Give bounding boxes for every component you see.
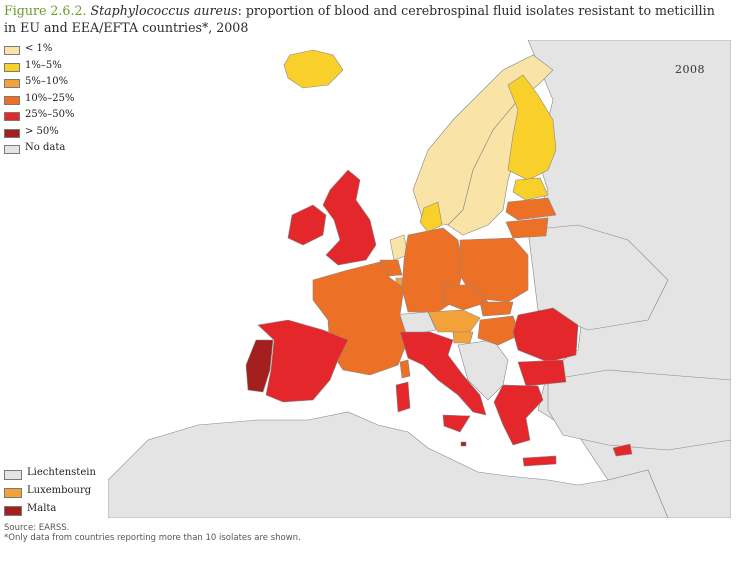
country-slovakia xyxy=(479,301,514,317)
country-portugal xyxy=(245,339,274,393)
country-lithuania xyxy=(505,217,549,239)
country-spain xyxy=(257,319,349,403)
country-slovenia xyxy=(452,331,474,344)
country-hungary xyxy=(477,315,521,346)
legend-label: 25%–50% xyxy=(25,109,75,120)
country-cyprus xyxy=(612,443,633,457)
country-austria xyxy=(427,309,481,333)
country-bulgaria xyxy=(517,359,567,387)
legend-label: Liechtenstein xyxy=(27,467,96,478)
europe-map xyxy=(108,40,731,518)
country-italy-sardinia xyxy=(395,381,411,413)
legend-swatch xyxy=(4,470,22,480)
footnote: Source: EARSS. *Only data from countries… xyxy=(4,523,301,543)
island-crete xyxy=(522,455,557,467)
figure-organism: Staphylococcus aureus xyxy=(90,3,238,18)
country-italy-sicily xyxy=(442,414,471,433)
figure-title-text: : proportion of blood and cerebrospinal … xyxy=(4,3,715,35)
legend-swatch xyxy=(4,145,20,154)
country-estonia xyxy=(512,177,549,201)
land-turkey xyxy=(547,369,731,451)
legend-swatch xyxy=(4,95,20,105)
country-malta xyxy=(460,441,467,447)
country-ireland xyxy=(287,204,327,246)
legend-swatch xyxy=(4,46,20,55)
country-poland xyxy=(459,237,529,303)
country-czech-republic xyxy=(442,284,489,311)
year-label: 2008 xyxy=(675,63,705,76)
footnote-source: Source: EARSS. xyxy=(4,523,70,533)
island-corsica xyxy=(399,359,411,379)
legend-swatch xyxy=(4,62,20,72)
legend-swatch xyxy=(4,79,20,88)
country-finland xyxy=(507,74,557,181)
country-denmark xyxy=(419,201,443,233)
legend-swatch xyxy=(4,488,22,498)
country-greece xyxy=(493,384,544,446)
legend-swatch xyxy=(4,112,20,121)
legend-label: 5%–10% xyxy=(25,76,69,87)
legend-swatch xyxy=(4,128,20,138)
legend-label: Luxembourg xyxy=(27,485,92,496)
figure-number: Figure 2.6.2. xyxy=(4,3,87,18)
figure-title: Figure 2.6.2. Staphylococcus aureus: pro… xyxy=(4,2,729,36)
legend-label: > 50% xyxy=(25,125,59,137)
legend-swatch xyxy=(4,506,22,516)
legend-label: No data xyxy=(25,142,66,153)
country-latvia xyxy=(505,197,557,221)
legend-label: 10%–25% xyxy=(25,92,75,104)
land-north-africa xyxy=(108,411,669,518)
country-italy xyxy=(399,331,487,416)
legend-label: 1%–5% xyxy=(25,59,62,71)
legend-label: Malta xyxy=(27,503,57,514)
map-svg xyxy=(108,40,731,518)
legend-label: < 1% xyxy=(25,43,53,54)
country-romania xyxy=(512,307,579,363)
footnote-note: *Only data from countries reporting more… xyxy=(4,533,301,543)
country-iceland xyxy=(283,49,344,89)
country-united-kingdom xyxy=(322,169,377,266)
